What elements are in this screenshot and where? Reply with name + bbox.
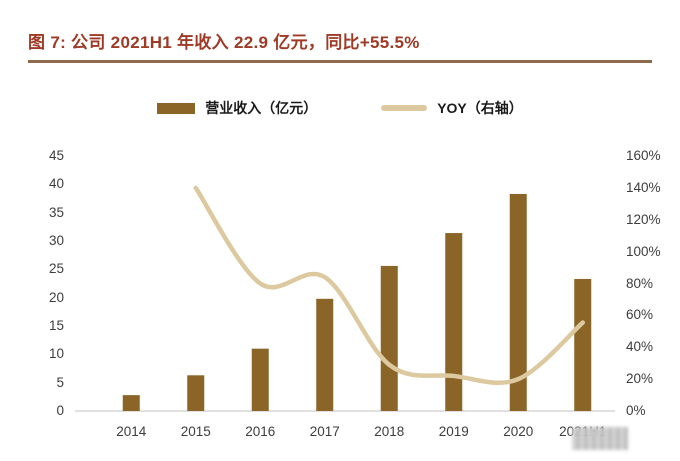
right-axis-tick-40%: 40% [626, 339, 654, 355]
legend-yoy-label: YOY（右轴） [437, 100, 523, 116]
x-label-2015: 2015 [180, 424, 211, 439]
bar-2018 [380, 265, 398, 411]
right-axis-tick-120%: 120% [626, 211, 661, 227]
left-axis-tick-15: 15 [48, 318, 64, 333]
right-axis-tick-80%: 80% [626, 275, 654, 291]
yoy-line [193, 185, 585, 386]
right-axis-tick-140%: 140% [626, 179, 661, 195]
bar-2020 [509, 193, 527, 411]
censor-blur [572, 427, 628, 450]
legend-revenue-label: 营业收入（亿元） [205, 100, 318, 116]
left-axis-tick-35: 35 [48, 204, 64, 220]
x-label-2020: 2020 [503, 424, 534, 439]
title-rule [28, 60, 652, 63]
figure-title: 图 7: 公司 2021H1 年收入 22.9 亿元，同比+55.5% [28, 33, 420, 52]
left-axis-tick-40: 40 [48, 176, 64, 192]
right-axis-tick-20%: 20% [626, 371, 654, 387]
legend-item-revenue: 营业收入（亿元） [157, 98, 317, 118]
right-axis-tick-160%: 160% [626, 148, 661, 163]
bar-2019 [445, 233, 463, 411]
x-label-2017: 2017 [309, 424, 340, 439]
left-axis-tick-10: 10 [48, 346, 64, 362]
left-axis-tick-30: 30 [48, 233, 64, 248]
legend-item-yoy: YOY（右轴） [381, 98, 523, 118]
bar-2015 [187, 375, 205, 411]
chart-canvas [75, 185, 615, 412]
legend-line-swatch [381, 105, 428, 111]
bar-2016 [251, 348, 269, 411]
bar-2017 [316, 298, 334, 411]
right-axis-tick-0%: 0% [626, 403, 646, 418]
left-axis-tick-45: 45 [48, 148, 64, 163]
x-label-2018: 2018 [374, 424, 405, 439]
right-axis-tick-100%: 100% [626, 243, 661, 259]
left-axis-tick-5: 5 [56, 374, 64, 390]
right-axis-tick-60%: 60% [626, 307, 654, 323]
left-axis-tick-0: 0 [56, 403, 64, 418]
x-label-2014: 2014 [116, 424, 147, 439]
left-axis-tick-25: 25 [48, 261, 64, 277]
bar-2014 [122, 395, 140, 411]
left-axis-tick-20: 20 [48, 289, 64, 305]
legend: 营业收入（亿元） YOY（右轴） [0, 98, 680, 118]
x-label-2016: 2016 [245, 424, 276, 439]
bar-2021H1 [574, 278, 592, 411]
legend-bar-swatch [157, 102, 196, 114]
x-label-2019: 2019 [438, 424, 469, 439]
